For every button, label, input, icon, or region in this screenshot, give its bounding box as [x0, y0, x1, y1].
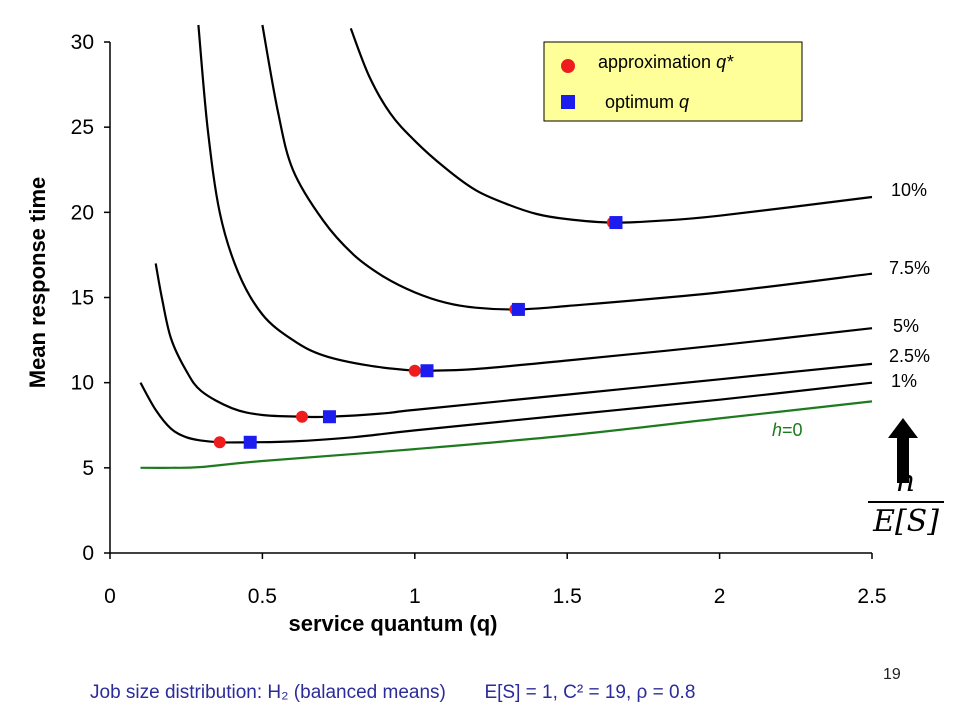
series-line-1pct — [139, 381, 873, 444]
legend-optimum-marker — [561, 95, 575, 109]
y-tick-label: 5 — [82, 457, 94, 480]
series-line-h-0 — [140, 400, 873, 469]
curve-label: 2.5% — [889, 346, 930, 366]
x-tick-label: 0 — [104, 585, 116, 608]
x-tick-label: 1.5 — [553, 585, 582, 608]
legend: approximation q* optimum q — [543, 41, 803, 122]
y-tick-label: 20 — [71, 201, 94, 224]
x-tick-label: 2.5 — [857, 585, 886, 608]
x-tick-label: 1 — [409, 585, 421, 608]
optimum-point — [511, 302, 525, 316]
optimum-point — [609, 216, 623, 230]
optimum-point — [243, 435, 257, 449]
legend-label-optimum: optimum q — [605, 92, 689, 112]
up-arrow-icon — [888, 418, 918, 483]
series-line-10pct — [349, 28, 873, 224]
approximation-point — [296, 410, 309, 423]
y-tick-label: 0 — [82, 542, 94, 565]
annotation-formula: h E[S] — [868, 465, 944, 539]
y-tick-label: 25 — [71, 116, 94, 139]
footer-params: E[S] = 1, C² = 19, ρ = 0.8 — [484, 682, 696, 703]
up-arrow-shape — [888, 418, 918, 483]
y-axis-title: Mean response time — [25, 177, 50, 389]
optimum-point — [420, 364, 434, 378]
curve-label-h0: h=0 — [772, 420, 803, 440]
axes: 0 5 10 15 20 25 30 0 0.5 1 1.5 2 2.5 service quantum … — [25, 31, 887, 636]
formula-numerator: h — [896, 464, 916, 499]
y-tick-label: 10 — [71, 372, 94, 395]
curve-label: 7.5% — [889, 258, 930, 278]
series-line-7-5pct — [261, 24, 873, 311]
y-tick-label: 15 — [71, 287, 94, 310]
curve-label: 5% — [893, 316, 919, 336]
legend-approximation-marker — [561, 59, 575, 73]
legend-box — [543, 41, 803, 122]
footer-caption: Job size distribution: H₂ (balanced mean… — [90, 682, 695, 704]
markers-layer — [213, 216, 623, 449]
approximation-point — [213, 436, 226, 449]
y-tick-label: 30 — [71, 31, 94, 54]
curve-label: 10% — [891, 180, 927, 200]
curve-label: 1% — [891, 371, 917, 391]
page-number: 19 — [883, 666, 901, 683]
legend-label-approximation: approximation q* — [598, 52, 734, 72]
x-axis-title: service quantum (q) — [288, 611, 497, 636]
x-tick-label: 2 — [714, 585, 726, 608]
approximation-point — [408, 364, 421, 377]
labels-layer: 10% 7.5% 5% 2.5% 1% h=0 — [772, 180, 930, 440]
optimum-point — [322, 410, 336, 424]
formula-denominator: E[S] — [873, 504, 939, 539]
x-tick-label: 0.5 — [248, 585, 277, 608]
formula-bar — [868, 501, 944, 503]
series-line-5pct — [197, 24, 873, 373]
footer-distribution: Job size distribution: H₂ (balanced mean… — [90, 682, 446, 703]
